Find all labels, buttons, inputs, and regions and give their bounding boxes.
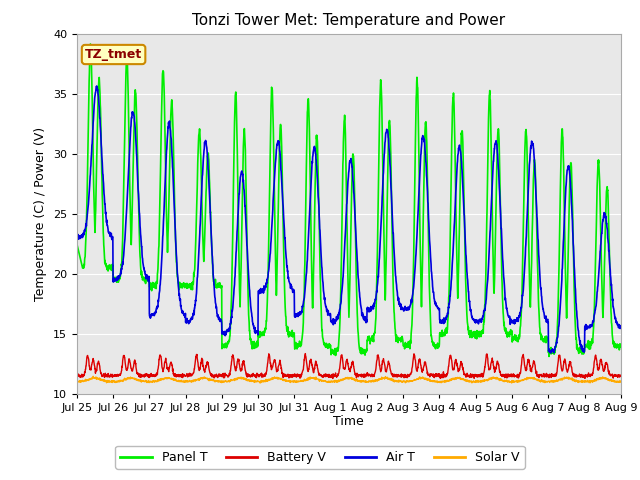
Air T: [617, 325, 625, 331]
Solar V: [376, 376, 384, 382]
Panel T: [225, 337, 232, 343]
Solar V: [617, 379, 625, 384]
Line: Panel T: Panel T: [77, 44, 621, 357]
Solar V: [225, 378, 232, 384]
Air T: [93, 83, 100, 89]
Air T: [570, 240, 577, 246]
Panel T: [507, 331, 515, 337]
Title: Tonzi Tower Met: Temperature and Power: Tonzi Tower Met: Temperature and Power: [192, 13, 506, 28]
Battery V: [570, 371, 577, 376]
Air T: [376, 234, 384, 240]
X-axis label: Time: Time: [333, 415, 364, 429]
Panel T: [584, 338, 592, 344]
Battery V: [329, 376, 337, 382]
Air T: [225, 328, 232, 334]
Line: Battery V: Battery V: [77, 354, 621, 379]
Battery V: [584, 372, 592, 378]
Solar V: [73, 379, 81, 384]
Panel T: [570, 239, 577, 244]
Air T: [365, 305, 372, 311]
Panel T: [545, 354, 553, 360]
Panel T: [617, 342, 625, 348]
Air T: [507, 319, 515, 324]
Battery V: [508, 371, 515, 377]
Legend: Panel T, Battery V, Air T, Solar V: Panel T, Battery V, Air T, Solar V: [115, 446, 525, 469]
Solar V: [584, 378, 592, 384]
Air T: [584, 324, 592, 330]
Panel T: [73, 240, 81, 247]
Air T: [73, 234, 81, 240]
Panel T: [376, 83, 384, 88]
Battery V: [301, 351, 309, 357]
Solar V: [570, 377, 577, 383]
Solar V: [90, 373, 97, 379]
Battery V: [225, 373, 232, 379]
Battery V: [377, 369, 385, 375]
Panel T: [365, 337, 372, 343]
Battery V: [365, 371, 372, 377]
Battery V: [617, 372, 625, 378]
Line: Air T: Air T: [77, 86, 621, 353]
Y-axis label: Temperature (C) / Power (V): Temperature (C) / Power (V): [35, 127, 47, 300]
Solar V: [507, 379, 515, 385]
Battery V: [73, 372, 81, 378]
Line: Solar V: Solar V: [77, 376, 621, 383]
Solar V: [508, 380, 516, 386]
Air T: [547, 350, 555, 356]
Panel T: [86, 41, 94, 47]
Solar V: [365, 378, 372, 384]
Text: TZ_tmet: TZ_tmet: [85, 48, 142, 61]
